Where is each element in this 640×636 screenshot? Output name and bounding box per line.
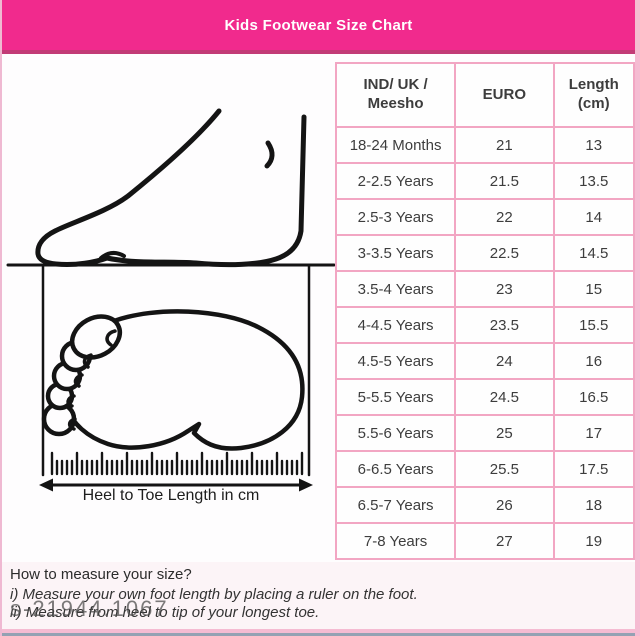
length-cell: 16 xyxy=(552,342,635,380)
length-cell: 14 xyxy=(552,198,635,236)
side-foot-outline-icon xyxy=(35,108,307,268)
col-header-ind-uk-meesho: IND/ UK / Meesho xyxy=(334,62,457,128)
foot-diagram-icon xyxy=(6,108,336,492)
table-row: 3.5-4 Years 23 15 xyxy=(334,270,635,308)
col-header-length-cm: Length (cm) xyxy=(552,62,635,128)
diagram-caption: Heel to Toe Length in cm xyxy=(82,487,260,504)
table-row: 7-8 Years 27 19 xyxy=(334,522,635,560)
age-cell: 4-4.5 Years xyxy=(334,306,457,344)
length-cell: 15.5 xyxy=(552,306,635,344)
table-row: 5-5.5 Years 24.5 16.5 xyxy=(334,378,635,416)
instructions-background xyxy=(2,562,635,629)
euro-cell: 23.5 xyxy=(454,306,555,344)
bottom-border xyxy=(2,629,635,636)
euro-cell: 22.5 xyxy=(454,234,555,272)
howto-step-2: ii) Measure from heel to tip of your lon… xyxy=(10,604,320,621)
watermark-text: s-21944.1067 xyxy=(10,596,169,621)
euro-cell: 26 xyxy=(454,486,555,524)
table-row: 2.5-3 Years 22 14 xyxy=(334,198,635,236)
euro-cell: 24.5 xyxy=(454,378,555,416)
table-row: 6.5-7 Years 26 18 xyxy=(334,486,635,524)
euro-cell: 22 xyxy=(454,198,555,236)
table-row: 18-24 Months 21 13 xyxy=(334,126,635,164)
table-row: 3-3.5 Years 22.5 14.5 xyxy=(334,234,635,272)
age-cell: 18-24 Months xyxy=(334,126,457,164)
toe-crease-icon xyxy=(99,251,126,260)
length-cell: 16.5 xyxy=(552,378,635,416)
length-cell: 17.5 xyxy=(552,450,635,488)
length-cell: 13.5 xyxy=(552,162,635,200)
table-row: 5.5-6 Years 25 17 xyxy=(334,414,635,452)
age-cell: 7-8 Years xyxy=(334,522,457,560)
size-table: IND/ UK / Meesho EURO Length (cm) 18-24 … xyxy=(334,62,635,560)
ruler-ticks-icon xyxy=(50,451,304,476)
age-cell: 6-6.5 Years xyxy=(334,450,457,488)
euro-cell: 21 xyxy=(454,126,555,164)
col-header-euro: EURO xyxy=(454,62,555,128)
big-toe-icon xyxy=(69,314,123,360)
ankle-mark-icon xyxy=(264,140,275,169)
measuring-instructions: How to measure your size? i) Measure you… xyxy=(10,566,623,622)
table-row: 2-2.5 Years 21.5 13.5 xyxy=(334,162,635,200)
howto-step-1: i) Measure your own foot length by placi… xyxy=(10,586,418,603)
length-cell: 15 xyxy=(552,270,635,308)
euro-cell: 27 xyxy=(454,522,555,560)
page-title: Kids Footwear Size Chart xyxy=(224,16,413,34)
age-cell: 5.5-6 Years xyxy=(334,414,457,452)
measure-arrow-icon xyxy=(39,478,313,492)
age-cell: 3.5-4 Years xyxy=(334,270,457,308)
table-row: 4.5-5 Years 24 16 xyxy=(334,342,635,380)
length-cell: 19 xyxy=(552,522,635,560)
age-cell: 6.5-7 Years xyxy=(334,486,457,524)
foot-sole-icon xyxy=(41,309,305,451)
age-cell: 4.5-5 Years xyxy=(334,342,457,380)
euro-cell: 21.5 xyxy=(454,162,555,200)
euro-cell: 25.5 xyxy=(454,450,555,488)
table-row: 6-6.5 Years 25.5 17.5 xyxy=(334,450,635,488)
age-cell: 3-3.5 Years xyxy=(334,234,457,272)
howto-heading: How to measure your size? xyxy=(10,566,192,583)
euro-cell: 24 xyxy=(454,342,555,380)
length-cell: 13 xyxy=(552,126,635,164)
table-row: 4-4.5 Years 23.5 15.5 xyxy=(334,306,635,344)
length-cell: 14.5 xyxy=(552,234,635,272)
header-bar: Kids Footwear Size Chart xyxy=(2,0,635,54)
age-cell: 2-2.5 Years xyxy=(334,162,457,200)
length-cell: 17 xyxy=(552,414,635,452)
foot-measurement-illustration: Heel to Toe Length in cm xyxy=(6,55,336,515)
table-header-row: IND/ UK / Meesho EURO Length (cm) xyxy=(334,62,635,128)
euro-cell: 23 xyxy=(454,270,555,308)
age-cell: 2.5-3 Years xyxy=(334,198,457,236)
age-cell: 5-5.5 Years xyxy=(334,378,457,416)
length-cell: 18 xyxy=(552,486,635,524)
euro-cell: 25 xyxy=(454,414,555,452)
